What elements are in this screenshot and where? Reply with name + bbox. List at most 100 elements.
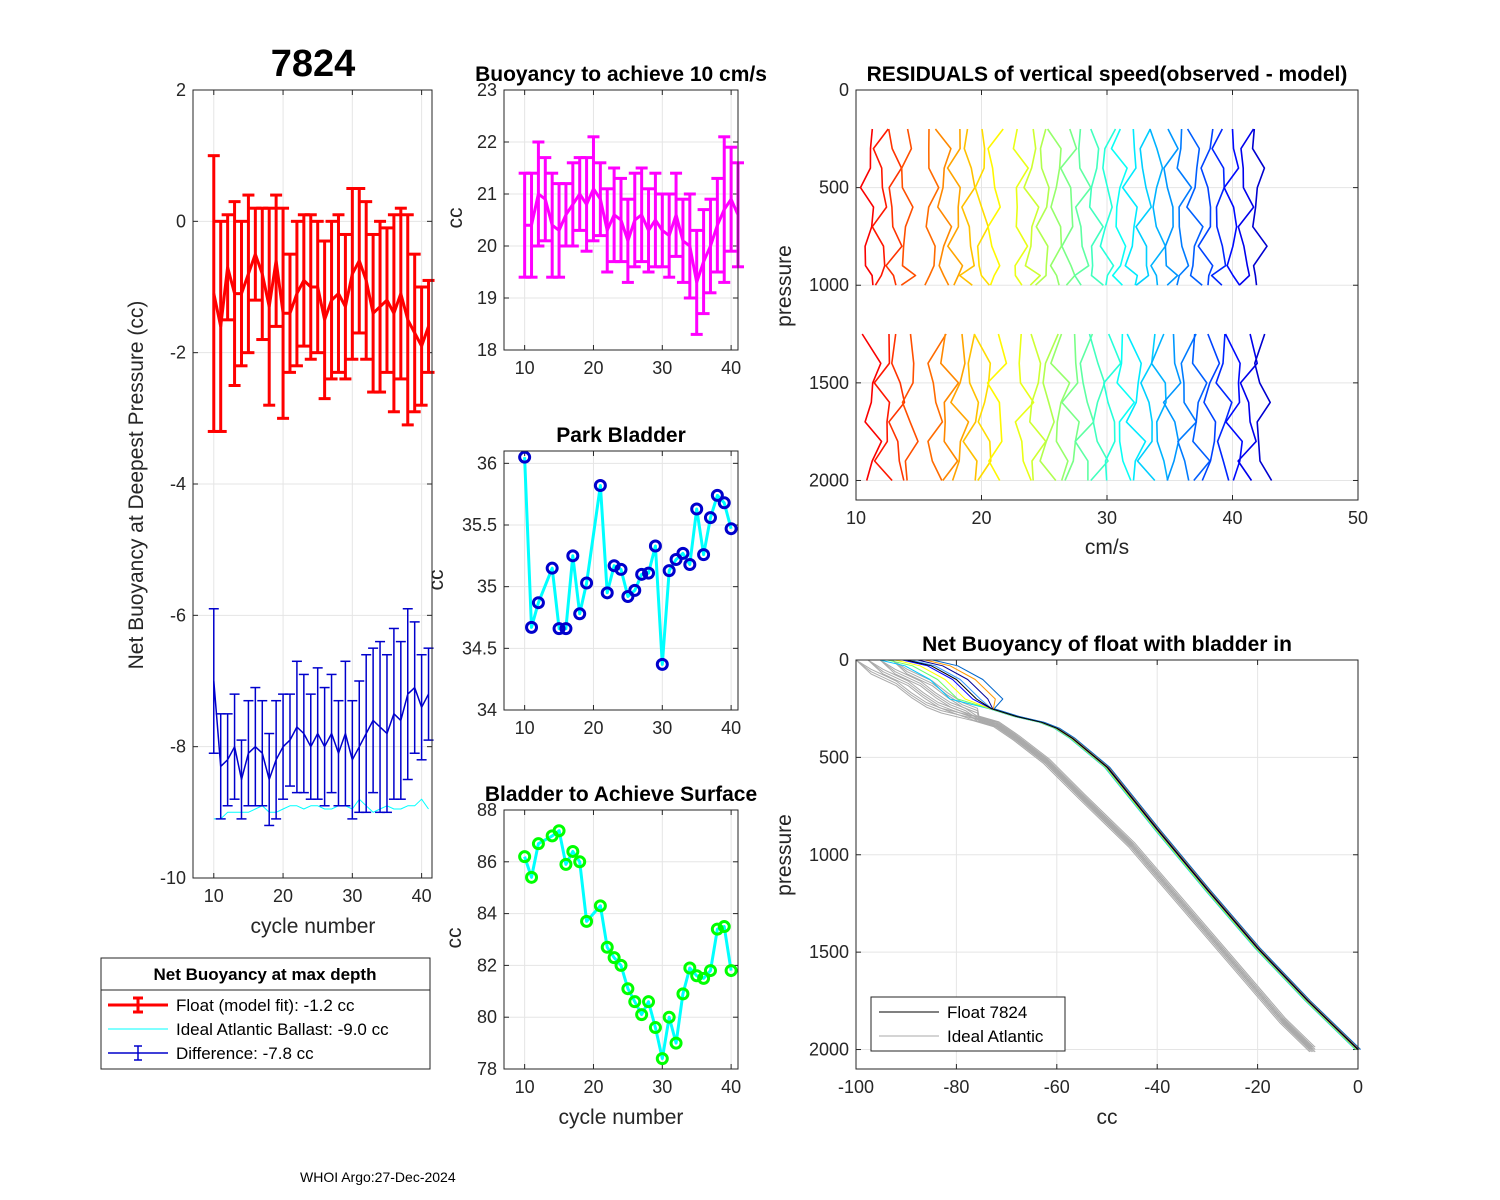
- park-bladder-ytick-label: 36: [477, 453, 497, 473]
- bladder-surface-point: [676, 987, 690, 1001]
- profile-ytick-label: 500: [819, 747, 849, 767]
- residual-profile-upper: [885, 128, 903, 286]
- residual-profile-lower: [1074, 333, 1095, 481]
- ideal-atlantic-profile: [891, 659, 1316, 1053]
- residual-profile-upper: [1088, 128, 1104, 286]
- bladder-surface-point: [635, 1008, 649, 1022]
- park-bladder-title: Park Bladder: [556, 424, 686, 447]
- residual-profile-upper: [1110, 128, 1128, 286]
- park-bladder-xtick-label: 20: [583, 718, 603, 738]
- park-bladder-xtick-label: 10: [515, 718, 535, 738]
- main-xlabel: cycle number: [251, 915, 376, 938]
- park-bladder-point: [635, 567, 649, 581]
- residual-profile-upper: [871, 128, 889, 286]
- legend-difference-label: Difference: -7.8 cc: [176, 1044, 314, 1063]
- net-buoyancy-ytick-label: -2: [170, 343, 186, 363]
- profile-xtick-label: -60: [1044, 1077, 1070, 1097]
- residuals-ylabel: pressure: [773, 245, 796, 327]
- legend-float-profile-label: Float 7824: [947, 1003, 1027, 1022]
- park-bladder-ytick-label: 34: [477, 700, 497, 720]
- residual-profile-lower: [950, 333, 970, 481]
- net-buoyancy-frame: [192, 89, 433, 879]
- park-bladder-ytick-label: 34.5: [462, 638, 497, 658]
- park-bladder-point: [559, 622, 573, 636]
- residual-profile-upper: [1251, 128, 1268, 286]
- buoyancy10-ytick-label: 22: [477, 132, 497, 152]
- residuals-xtick-label: 50: [1348, 508, 1368, 528]
- profile-legend-box: [870, 996, 1066, 1052]
- residual-profile-upper: [958, 128, 976, 286]
- park-bladder-point: [662, 564, 676, 578]
- net-buoyancy-ytick-label: -4: [170, 474, 186, 494]
- legend-ideal-profile-label: Ideal Atlantic: [947, 1027, 1044, 1046]
- residuals-ytick-label: 1000: [809, 275, 849, 295]
- residual-profile-upper: [924, 128, 940, 286]
- residual-profile-upper: [1099, 128, 1117, 286]
- surface-ylabel: cc: [443, 928, 466, 949]
- residual-profile-lower: [888, 333, 906, 481]
- residual-profile-upper: [1034, 128, 1050, 286]
- park-bladder-xtick-label: 30: [652, 718, 672, 738]
- main-legend-title: Net Buoyancy at max depth: [154, 965, 377, 984]
- bladder-surface-point: [531, 837, 545, 851]
- legend-float-label: Float (model fit): -1.2 cc: [176, 996, 355, 1015]
- park-bladder-point: [518, 450, 532, 464]
- float-errorbar: [422, 278, 435, 374]
- buoyancy10-ytick-label: 20: [477, 236, 497, 256]
- residual-profile-lower: [1136, 333, 1156, 482]
- buoyancy-ylabel: cc: [444, 208, 467, 229]
- bladder-surface-ytick-label: 84: [477, 904, 497, 924]
- net-buoyancy-xtick-label: 30: [342, 886, 362, 906]
- park-bladder-xtick-label: 40: [721, 718, 741, 738]
- residual-profile-lower: [1103, 333, 1122, 481]
- bladder-surface-point: [655, 1052, 669, 1066]
- residual-profile-lower: [1177, 333, 1198, 481]
- float-model-fit-line: [212, 252, 430, 348]
- bladder-surface-point: [566, 844, 580, 858]
- residual-profile-upper: [1059, 128, 1078, 286]
- park-bladder-point: [683, 557, 697, 571]
- park-bladder-point: [642, 566, 656, 580]
- park-bladder-point: [648, 539, 662, 553]
- ideal-atlantic-profile: [855, 659, 1311, 1053]
- residual-profile-lower: [1254, 333, 1273, 481]
- residuals-xtick-label: 10: [846, 508, 866, 528]
- residuals-xtick-label: 30: [1097, 508, 1117, 528]
- park-bladder-point: [628, 583, 642, 597]
- residual-profile-upper: [859, 128, 875, 286]
- residual-profile-upper: [1135, 128, 1152, 286]
- residual-profile-upper: [1012, 128, 1029, 286]
- buoyancy-chart-title: Buoyancy to achieve 10 cm/s: [475, 63, 767, 86]
- residual-profile-upper: [1223, 128, 1241, 286]
- ideal-ballast-line: [213, 798, 429, 820]
- residuals-ytick-label: 0: [839, 80, 849, 100]
- park-bladder-point: [552, 622, 566, 636]
- buoyancy10-ytick-label: 18: [477, 340, 497, 360]
- bladder-surface-ytick-label: 82: [477, 955, 497, 975]
- buoyancy10-xtick-label: 10: [515, 358, 535, 378]
- residual-profile-lower: [1215, 333, 1233, 481]
- bladder-surface-point: [600, 940, 614, 954]
- park-bladder-plot-area: [504, 451, 738, 710]
- bladder-surface-point: [724, 964, 738, 978]
- bladder-surface-point: [642, 995, 656, 1009]
- residual-profile-upper: [1176, 128, 1193, 286]
- bladder-surface-point: [621, 982, 635, 996]
- bladder-surface-point: [552, 824, 566, 838]
- bladder-surface-point: [580, 914, 594, 928]
- residual-profile-upper: [900, 128, 917, 286]
- buoyancy10-ytick-label: 21: [477, 184, 497, 204]
- net-buoyancy-ytick-label: -10: [160, 868, 186, 888]
- residual-profile-upper: [987, 128, 1004, 286]
- residual-profile-lower: [1014, 333, 1035, 481]
- residual-profile-lower: [1125, 333, 1147, 481]
- profile-ylabel: pressure: [773, 814, 796, 896]
- park-bladder-point: [724, 522, 738, 536]
- residual-profile-upper: [1163, 128, 1179, 286]
- residuals-ytick-label: 1500: [809, 373, 849, 393]
- residual-profile-upper: [1149, 128, 1167, 286]
- bladder-surface-point: [525, 870, 539, 884]
